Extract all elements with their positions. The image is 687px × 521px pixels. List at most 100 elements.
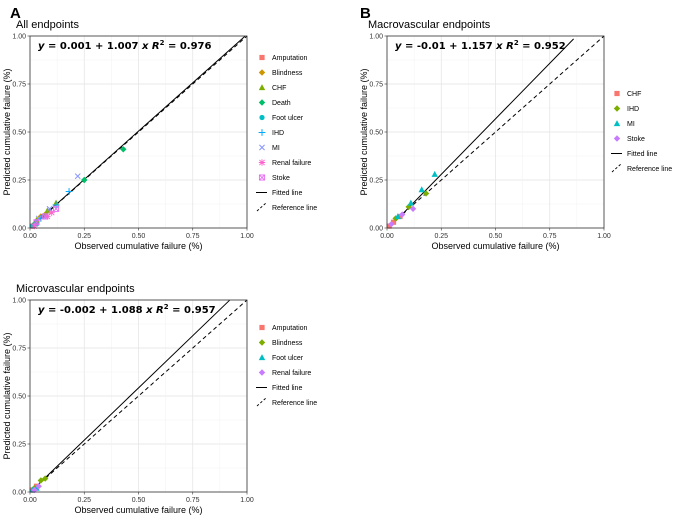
legend-label: Amputation (272, 325, 308, 332)
y-tick-label: 0.50 (12, 130, 26, 137)
legend-label: IHD (272, 130, 284, 137)
legend-label: Fitted line (272, 190, 302, 197)
reference-line (29, 35, 248, 229)
point-stoke (388, 220, 395, 228)
x-tick-label: 0.00 (380, 233, 394, 240)
legend: Amputation Blindness Foot ulcer Renal failu… (256, 324, 317, 407)
y-tick-label: 1.00 (369, 34, 383, 41)
legend-key-renal-failure (258, 159, 266, 166)
point-ihd (52, 201, 60, 209)
point-stoke (42, 213, 49, 220)
y-tick-label: 0.50 (12, 394, 26, 401)
point-mi (394, 213, 402, 220)
equation-part: x (143, 305, 153, 316)
legend-label: Fitted line (627, 151, 657, 158)
legend-item-foot-ulcer: Foot ulcer (258, 354, 304, 362)
legend-item-chf: CHF (258, 84, 286, 92)
x-tick-label: 0.75 (543, 233, 557, 240)
equation-part: y (38, 305, 45, 316)
point-chf (386, 223, 392, 229)
legend-item-fitted-line: Fitted line (256, 385, 302, 392)
x-tick-label: 0.00 (23, 233, 37, 240)
legend-key-mi (613, 120, 621, 127)
legend-item-mi: MI (613, 120, 635, 128)
legend-label: MI (272, 145, 280, 152)
legend: Amputation Blindness CHF Death Foot ulcer IHD… (256, 54, 317, 212)
data-points (386, 170, 438, 229)
legend-label: Stoke (272, 175, 290, 182)
y-tick-label: 0.25 (12, 178, 26, 185)
legend-item-mi: MI (259, 144, 280, 152)
legend-label: IHD (627, 106, 639, 113)
y-tick-label: 0.75 (12, 82, 26, 89)
equation-part: R (148, 41, 159, 52)
legend-key-foot-ulcer (259, 114, 265, 121)
fitted-line (29, 36, 246, 229)
x-tick-label: 1.00 (597, 233, 611, 240)
x-tick-label: 0.50 (489, 233, 503, 240)
y-axis-label: Predicted cumulative failure (%) (2, 68, 12, 195)
data-points (28, 475, 49, 494)
y-tick-label: 0.00 (369, 226, 383, 233)
x-tick-label: 0.25 (434, 233, 448, 240)
x-axis-label: Observed cumulative failure (%) (431, 241, 559, 251)
legend-key-ihd (258, 129, 266, 136)
y-tick-label: 0.25 (369, 178, 383, 185)
legend-item-renal-failure: Renal failure (258, 369, 311, 377)
legend-label: Foot ulcer (272, 355, 304, 362)
legend-item-renal-failure: Renal failure (258, 159, 311, 167)
legend-item-foot-ulcer: Foot ulcer (259, 114, 304, 122)
legend-label: Renal failure (272, 160, 311, 167)
panel-title: Macrovascular endpoints (368, 19, 491, 31)
legend-label: Blindness (272, 70, 303, 77)
point-mi (35, 215, 42, 222)
point-mi (74, 173, 81, 180)
equation-part: x (493, 41, 503, 52)
equation-r2: = 0.952 (519, 41, 566, 52)
y-axis-label: Predicted cumulative failure (%) (2, 332, 12, 459)
point-stoke (398, 211, 406, 218)
y-tick-label: 0.25 (12, 442, 26, 449)
legend-key-foot-ulcer (258, 354, 266, 361)
x-tick-label: 0.00 (23, 497, 37, 504)
legend-item-reference-line: Reference line (256, 397, 317, 407)
legend: CHF IHD MI Stoke Fitted line Reference line (611, 90, 672, 173)
legend-key-amputation (259, 54, 265, 61)
point-ihd (422, 190, 430, 197)
equation-part: R (503, 41, 514, 52)
point-renal-failure (31, 486, 38, 494)
fitted-line (388, 38, 574, 229)
equation-part: + (446, 41, 461, 52)
x-axis-label: Observed cumulative failure (%) (74, 241, 202, 251)
legend-key-mi (259, 144, 265, 151)
legend-label: Stoke (627, 136, 645, 143)
legend-label: Reference line (272, 400, 317, 407)
legend-key-chf (258, 84, 266, 91)
data-points (29, 146, 127, 230)
legend-key-amputation (259, 324, 265, 331)
legend-item-fitted-line: Fitted line (256, 190, 302, 197)
legend-key-ihd (613, 105, 621, 112)
plot-border (386, 35, 605, 229)
legend-item-blindness: Blindness (258, 339, 303, 347)
legend-label: Blindness (272, 340, 303, 347)
point-blindness (41, 475, 49, 482)
fitted-line (30, 299, 230, 493)
legend-label: CHF (627, 91, 641, 98)
x-tick-label: 0.50 (132, 233, 146, 240)
regression-equation: y = 0.001 + 1.007 x R2 = 0.976 (38, 39, 212, 52)
legend-label: MI (627, 121, 635, 128)
y-tick-label: 0.75 (369, 82, 383, 89)
legend-key-chf (614, 90, 620, 97)
point-mi (407, 199, 415, 206)
legend-key-blindness (258, 339, 266, 346)
legend-label: Foot ulcer (272, 115, 304, 122)
y-tick-label: 0.50 (369, 130, 383, 137)
x-tick-label: 0.25 (77, 497, 91, 504)
legend-item-chf: CHF (614, 90, 641, 98)
legend-item-ihd: IHD (613, 105, 639, 113)
panel-title: Microvascular endpoints (16, 283, 135, 295)
equation-superscript: 2 (514, 39, 519, 47)
